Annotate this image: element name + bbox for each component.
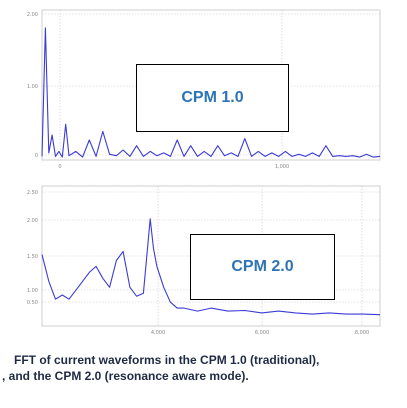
caption-line-2: , and the CPM 2.0 (resonance aware mode)… — [2, 369, 249, 383]
cpm1-label: CPM 1.0 — [181, 89, 244, 106]
cpm1-y-tick-label: 0 — [35, 153, 38, 159]
cpm1-y-tick-label: 2.00 — [27, 12, 38, 18]
cpm2-y-tick-label: 0.50 — [27, 300, 38, 306]
cpm2-x-tick-label: 6,000 — [255, 330, 269, 336]
cpm1-x-tick-label: 0 — [58, 164, 61, 170]
cpm1-x-tick-label: 1,000 — [275, 164, 289, 170]
caption-line-1: FFT of current waveforms in the CPM 1.0 … — [14, 353, 320, 367]
cpm2-series-line — [41, 218, 381, 316]
cpm1-series-line — [41, 27, 381, 158]
cpm2-y-tick-label: 2.50 — [27, 190, 38, 196]
cpm2-label: CPM 2.0 — [231, 258, 294, 275]
figure-caption: FFT of current waveforms in the CPM 1.0 … — [0, 352, 407, 384]
cpm2-y-tick-label: 1.50 — [27, 254, 38, 260]
cpm1-label-box: CPM 1.0 — [136, 64, 289, 132]
cpm2-y-tick-label: 2.00 — [27, 218, 38, 224]
cpm2-x-tick-label: 8,000 — [355, 330, 369, 336]
cpm2-y-tick-label: 1.00 — [27, 288, 38, 294]
cpm2-label-box: CPM 2.0 — [190, 234, 335, 300]
cpm2-x-tick-label: 4,000 — [151, 330, 165, 336]
cpm1-y-tick-label: 1.00 — [27, 84, 38, 90]
